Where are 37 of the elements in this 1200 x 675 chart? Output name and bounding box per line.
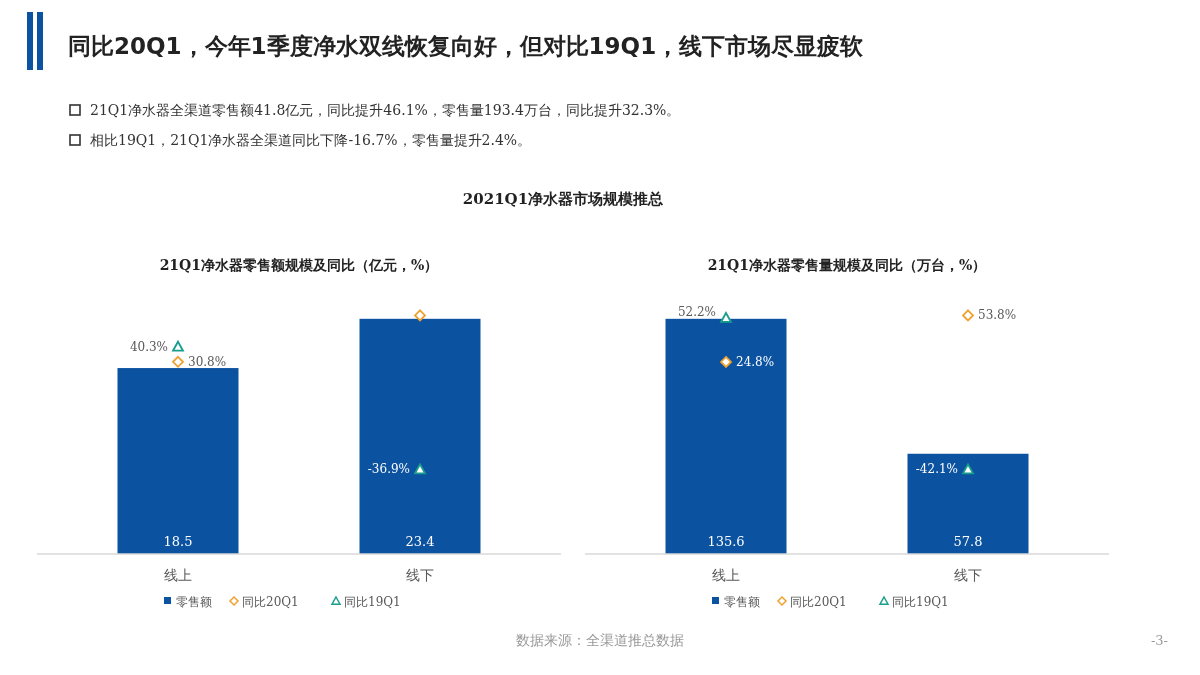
legend-label: 零售额 <box>176 595 212 609</box>
text: -3- <box>1150 633 1168 648</box>
data-label: 30.8% <box>188 354 227 369</box>
x-tick-label: 线下 <box>406 567 434 583</box>
text: 同比20Q1，今年1季度净水双线恢复向好，但对比19Q1，线下市场尽显疲软 <box>68 33 864 59</box>
point <box>962 309 974 322</box>
point <box>962 463 974 475</box>
data-label: 57.8 <box>953 534 983 549</box>
data-label: 18.5 <box>163 534 193 549</box>
point <box>720 356 732 368</box>
text: 相比19Q1，21Q1净水器全渠道同比下降-16.7%，零售量提升2.4%。 <box>90 132 532 148</box>
data-label: 40.3% <box>129 339 168 354</box>
data-label: 135.6 <box>707 534 745 549</box>
point <box>720 312 732 323</box>
data-label: 23.4 <box>405 534 435 549</box>
legend-label: 同比19Q1 <box>892 595 949 609</box>
point <box>414 309 426 322</box>
data-label: 53.8% <box>978 308 1017 323</box>
point <box>414 463 426 475</box>
point <box>172 355 184 368</box>
text: 2021Q1净水器市场规模推总 <box>462 190 664 208</box>
data-label: 52.2% <box>677 304 716 319</box>
legend-label: 同比20Q1 <box>242 595 299 609</box>
x-tick-label: 线下 <box>954 567 982 583</box>
legend-label: 同比20Q1 <box>790 595 847 609</box>
point <box>172 340 184 352</box>
text: 21Q1净水器全渠道零售额41.8亿元，同比提升46.1%，零售量193.4万台，同比提升32.3%。 <box>90 102 681 118</box>
legend-label: 零售额 <box>724 595 760 609</box>
legend-label: 同比19Q1 <box>344 595 401 609</box>
chart-title: 21Q1净水器零售量规模及同比（万台，%） <box>707 257 987 273</box>
x-tick-label: 线上 <box>164 567 192 583</box>
chart-title: 21Q1净水器零售额规模及同比（亿元，%） <box>159 257 439 273</box>
data-label: -42.1% <box>915 462 958 477</box>
source-note: 数据来源：全渠道推总数据 <box>516 632 684 648</box>
x-tick-label: 线上 <box>712 567 740 583</box>
data-label: -36.9% <box>367 462 410 477</box>
data-label: 24.8% <box>736 354 775 369</box>
